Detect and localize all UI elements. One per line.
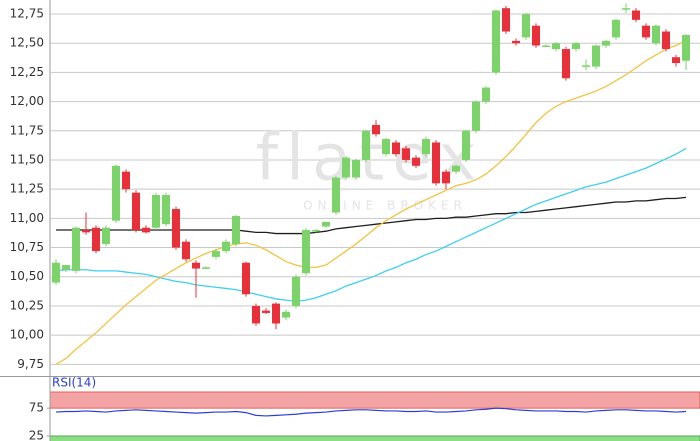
candle-body xyxy=(532,25,540,46)
candle-body xyxy=(472,101,480,131)
candle-body xyxy=(322,221,330,227)
y-tick-label: 10,50 xyxy=(10,269,44,283)
moving-average xyxy=(56,196,687,235)
candle-body xyxy=(52,262,60,283)
candle-body xyxy=(352,159,360,178)
overbought-zone xyxy=(49,391,700,409)
candle-body xyxy=(302,230,310,274)
candle-body xyxy=(482,87,490,102)
candle-body xyxy=(432,142,440,184)
y-tick-label: 12,75 xyxy=(10,7,44,21)
y-tick-label: 75 xyxy=(29,401,44,415)
candle-body xyxy=(132,192,140,231)
candle-body xyxy=(442,171,450,184)
candle-body xyxy=(392,142,400,155)
candle-body xyxy=(422,138,430,155)
candle-body xyxy=(172,209,180,248)
candle-body xyxy=(362,130,370,160)
candle-body xyxy=(552,43,560,50)
candle-body xyxy=(632,10,640,20)
moving-average xyxy=(55,40,687,365)
candle-body xyxy=(332,177,340,213)
panel-title: RSI(14) xyxy=(52,376,96,390)
candle-body xyxy=(162,195,170,225)
y-tick-label: 25 xyxy=(29,428,44,441)
candle-body xyxy=(462,130,470,160)
candle-body xyxy=(542,45,550,48)
candle-body xyxy=(192,262,200,269)
candle-body xyxy=(182,241,190,260)
candle-body xyxy=(142,227,150,233)
candle-body xyxy=(272,303,280,324)
candle-body xyxy=(312,230,320,232)
candle-body xyxy=(562,49,570,79)
candle-body xyxy=(72,227,80,271)
y-tick-label: 11,25 xyxy=(10,182,44,196)
candle-body xyxy=(452,165,460,172)
candle-body xyxy=(682,35,690,61)
candle-body xyxy=(102,227,110,245)
y-tick-label: 10,75 xyxy=(10,240,44,254)
candle-body xyxy=(622,8,630,10)
candle-body xyxy=(342,157,350,178)
candle-body xyxy=(222,241,230,252)
candle-body xyxy=(522,14,530,38)
candle-body xyxy=(672,57,680,64)
y-tick-label: 11,00 xyxy=(10,211,44,225)
rsi-line xyxy=(55,407,687,417)
candle-body xyxy=(252,305,260,324)
watermark: ONLINE BROKER xyxy=(303,199,467,213)
candle-body xyxy=(152,195,160,228)
candle-body xyxy=(292,276,300,306)
candle-body xyxy=(262,310,270,313)
candle-body xyxy=(652,25,660,44)
candle-body xyxy=(242,262,250,295)
candle-body xyxy=(642,25,650,38)
y-tick-label: 10,00 xyxy=(10,328,44,342)
candle-body xyxy=(282,311,290,318)
candle-body xyxy=(232,216,240,245)
candle-body xyxy=(582,65,590,67)
y-tick-label: 12,25 xyxy=(10,65,44,79)
candle-body xyxy=(572,43,580,50)
candle-body xyxy=(202,267,210,269)
candle-body xyxy=(122,171,130,190)
candle-body xyxy=(502,8,510,32)
candle-body xyxy=(402,148,410,160)
candle-body xyxy=(592,45,600,67)
candle-body xyxy=(62,265,70,270)
candle-body xyxy=(82,230,90,233)
oversold-zone xyxy=(49,435,700,441)
candle-body xyxy=(412,157,420,166)
candle-body xyxy=(92,227,100,252)
candle-body xyxy=(512,40,520,44)
candle-body xyxy=(602,40,610,46)
candle-body xyxy=(112,165,120,221)
y-tick-label: 10,25 xyxy=(10,298,44,312)
candle-body xyxy=(382,138,390,155)
candle-body xyxy=(662,31,670,50)
y-tick-label: 11,75 xyxy=(10,123,44,137)
candle-body xyxy=(612,19,620,38)
y-tick-label: 12,00 xyxy=(10,94,44,108)
y-tick-label: 12,50 xyxy=(10,36,44,50)
y-tick-label: 11,50 xyxy=(10,152,44,166)
y-tick-label: 9,75 xyxy=(17,357,44,371)
candle-body xyxy=(492,10,500,73)
candle-body xyxy=(372,124,380,135)
candle-body xyxy=(212,251,220,257)
